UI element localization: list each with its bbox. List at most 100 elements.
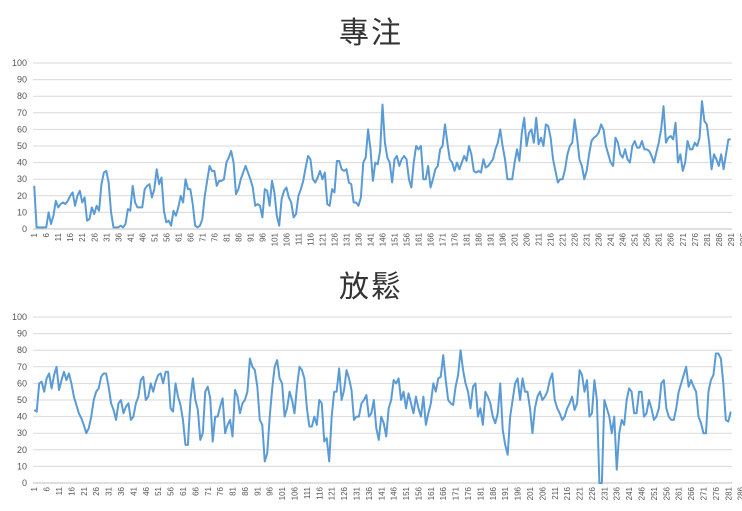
- x-tick-label: 186: [475, 232, 484, 246]
- y-tick-label: 80: [17, 345, 27, 355]
- x-tick-label: 246: [638, 486, 647, 500]
- x-tick-label: 76: [210, 232, 219, 241]
- x-tick-label: 171: [452, 486, 461, 500]
- x-tick-label: 66: [186, 232, 195, 241]
- y-tick-label: 80: [17, 91, 27, 101]
- y-tick-label: 20: [17, 191, 27, 201]
- x-tick-label: 231: [600, 486, 609, 500]
- x-tick-label: 46: [142, 486, 151, 495]
- x-tick-label: 101: [270, 232, 279, 246]
- x-tick-label: 206: [538, 486, 547, 500]
- y-tick-label: 40: [17, 158, 27, 168]
- x-tick-label: 166: [439, 486, 448, 500]
- x-tick-label: 6: [43, 486, 52, 491]
- x-tick-label: 291: [727, 232, 736, 246]
- y-tick-label: 50: [17, 141, 27, 151]
- x-tick-label: 71: [198, 232, 207, 241]
- x-tick-label: 191: [501, 486, 510, 500]
- x-tick-label: 286: [737, 486, 742, 500]
- x-tick-label: 241: [625, 486, 634, 500]
- x-tick-label: 216: [563, 486, 572, 500]
- y-tick-label: 70: [17, 108, 27, 118]
- x-tick-label: 281: [703, 232, 712, 246]
- y-tick-label: 0: [22, 478, 27, 488]
- x-tick-label: 1: [30, 486, 39, 491]
- x-tick-label: 131: [352, 486, 361, 500]
- series-line: [33, 349, 732, 484]
- x-tick-label: 31: [105, 486, 114, 495]
- x-tick-label: 146: [390, 486, 399, 500]
- x-tick-label: 276: [712, 486, 721, 500]
- x-tick-label: 266: [687, 486, 696, 500]
- x-tick-label: 91: [246, 232, 255, 241]
- x-tick-label: 271: [679, 232, 688, 246]
- x-tick-label: 146: [379, 232, 388, 246]
- x-tick-label: 241: [607, 232, 616, 246]
- x-tick-label: 41: [126, 232, 135, 241]
- x-tick-label: 136: [354, 232, 363, 246]
- x-tick-label: 296: [739, 232, 742, 246]
- x-tick-label: 106: [291, 486, 300, 500]
- x-tick-label: 56: [162, 232, 171, 241]
- x-tick-label: 61: [174, 232, 183, 241]
- y-tick-label: 30: [17, 174, 27, 184]
- y-tick-label: 70: [17, 362, 27, 372]
- x-tick-label: 251: [631, 232, 640, 246]
- x-tick-label: 171: [439, 232, 448, 246]
- x-tick-label: 96: [258, 232, 267, 241]
- x-tick-label: 281: [724, 486, 733, 500]
- x-tick-label: 76: [216, 486, 225, 495]
- x-tick-label: 231: [583, 232, 592, 246]
- x-tick-label: 221: [576, 486, 585, 500]
- x-tick-label: 141: [366, 232, 375, 246]
- x-tick-label: 21: [78, 232, 87, 241]
- x-tick-label: 51: [154, 486, 163, 495]
- x-tick-label: 11: [54, 232, 63, 241]
- x-tick-label: 176: [451, 232, 460, 246]
- x-tick-label: 96: [266, 486, 275, 495]
- x-tick-label: 186: [489, 486, 498, 500]
- chart-title-relax: 放鬆: [339, 270, 403, 305]
- x-tick-label: 151: [402, 486, 411, 500]
- x-tick-label: 176: [464, 486, 473, 500]
- x-tick-label: 236: [613, 486, 622, 500]
- x-tick-label: 151: [391, 232, 400, 246]
- x-tick-label: 156: [403, 232, 412, 246]
- x-tick-label: 101: [278, 486, 287, 500]
- x-tick-label: 111: [303, 486, 312, 499]
- x-tick-label: 91: [253, 486, 262, 495]
- x-tick-label: 271: [699, 486, 708, 500]
- x-tick-label: 61: [179, 486, 188, 495]
- x-tick-label: 41: [129, 486, 138, 495]
- y-tick-label: 100: [12, 312, 27, 322]
- y-tick-label: 50: [17, 395, 27, 405]
- x-tick-label: 266: [667, 232, 676, 246]
- x-tick-label: 216: [547, 232, 556, 246]
- x-tick-label: 16: [67, 486, 76, 495]
- series-line: [33, 100, 731, 229]
- y-tick-label: 10: [17, 461, 27, 471]
- x-tick-label: 256: [662, 486, 671, 500]
- x-tick-label: 51: [150, 232, 159, 241]
- x-tick-label: 196: [499, 232, 508, 246]
- x-tick-label: 1: [30, 232, 39, 237]
- x-tick-label: 131: [342, 232, 351, 246]
- chart-title-focus: 專注: [339, 16, 403, 51]
- y-tick-label: 0: [22, 224, 27, 234]
- x-tick-label: 121: [328, 486, 337, 500]
- x-tick-label: 6: [42, 232, 51, 237]
- x-tick-label: 226: [571, 232, 580, 246]
- x-tick-label: 16: [66, 232, 75, 241]
- x-tick-label: 191: [487, 232, 496, 246]
- x-tick-label: 196: [514, 486, 523, 500]
- y-tick-label: 20: [17, 445, 27, 455]
- x-tick-label: 141: [377, 486, 386, 500]
- x-tick-label: 226: [588, 486, 597, 500]
- x-tick-label: 256: [643, 232, 652, 246]
- x-tick-label: 111: [294, 232, 303, 245]
- x-tick-label: 11: [55, 486, 64, 495]
- x-tick-label: 116: [306, 232, 315, 245]
- x-tick-label: 286: [715, 232, 724, 246]
